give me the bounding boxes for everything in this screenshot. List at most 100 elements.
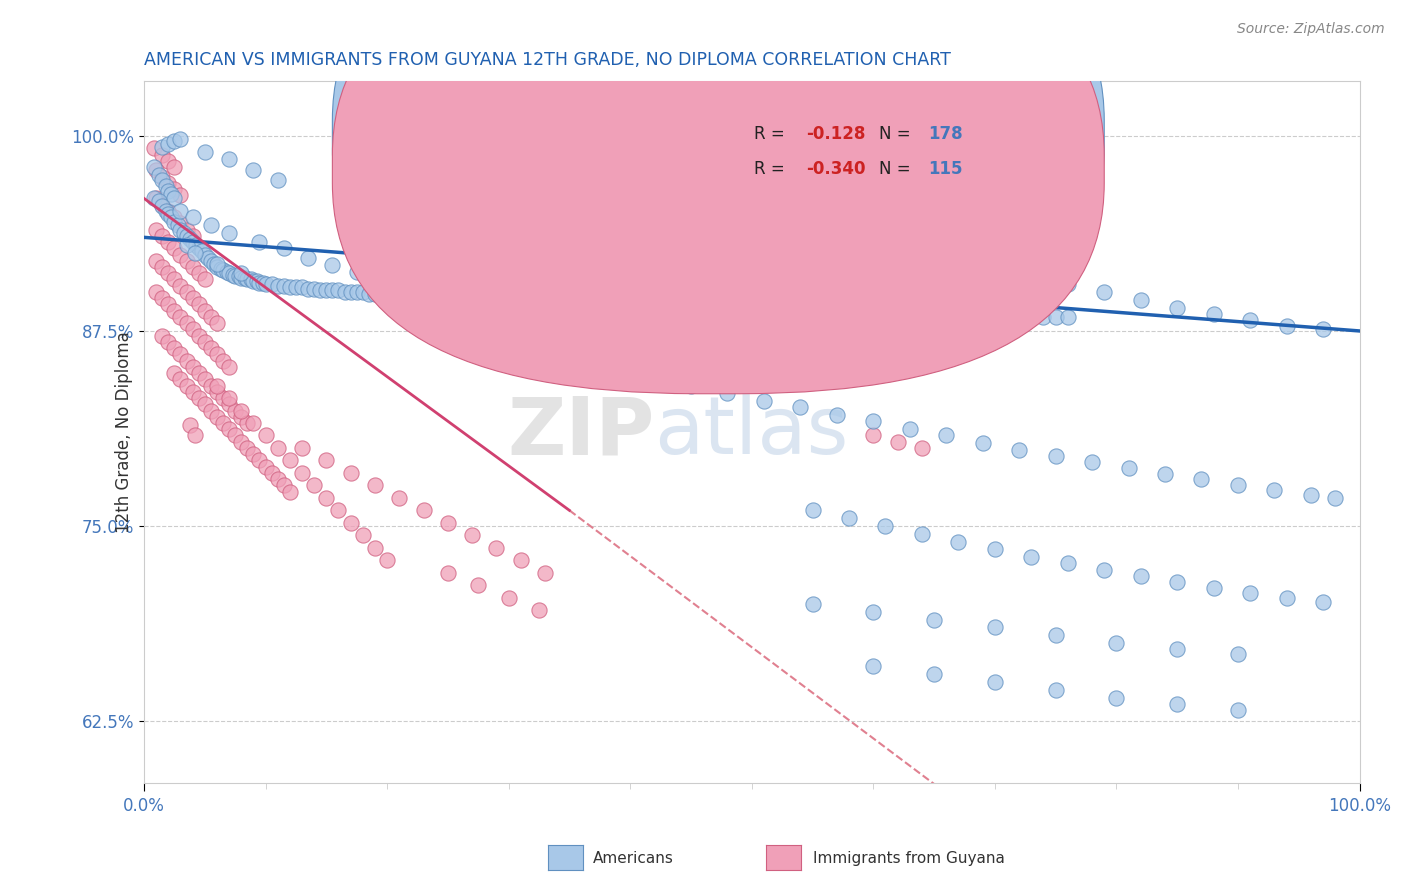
Text: Immigrants from Guyana: Immigrants from Guyana [813, 851, 1004, 865]
Point [948, 534, 970, 549]
Point [169, 222, 191, 236]
Point [176, 238, 198, 252]
Point [297, 282, 319, 296]
Point [150, 197, 173, 211]
Point [184, 428, 207, 442]
Text: ZIP: ZIP [508, 393, 654, 471]
Point [1056, 277, 1078, 292]
Point [315, 284, 337, 298]
Point [1166, 642, 1188, 657]
Point [157, 235, 180, 249]
Point [150, 328, 173, 343]
Point [228, 269, 250, 284]
Text: Americans: Americans [593, 851, 675, 865]
Point [163, 215, 186, 229]
Point [242, 447, 264, 461]
Point [169, 247, 191, 261]
Point [911, 246, 934, 260]
Point [176, 253, 198, 268]
Point [163, 341, 186, 355]
Point [224, 428, 246, 442]
Point [984, 261, 1007, 276]
Point [716, 386, 738, 401]
Point [278, 484, 301, 499]
Point [401, 288, 423, 302]
Point [302, 478, 325, 492]
Point [194, 247, 217, 261]
Point [1166, 697, 1188, 711]
Point [922, 307, 945, 321]
Point [1008, 442, 1031, 457]
Point [862, 305, 884, 319]
Point [163, 191, 186, 205]
FancyBboxPatch shape [332, 0, 1104, 359]
Point [935, 307, 957, 321]
Point [1092, 285, 1115, 299]
Point [1092, 563, 1115, 577]
Point [200, 310, 222, 324]
Point [1045, 628, 1067, 642]
Point [1275, 319, 1298, 334]
Point [437, 566, 460, 580]
Point [765, 302, 787, 317]
Point [406, 276, 429, 290]
Point [150, 140, 173, 154]
Point [534, 294, 557, 309]
Point [176, 378, 198, 392]
Point [789, 302, 811, 317]
Point [212, 353, 235, 368]
Point [297, 251, 319, 265]
Point [278, 453, 301, 467]
Point [157, 184, 180, 198]
Point [218, 153, 240, 167]
Point [1021, 310, 1043, 324]
Point [1045, 449, 1067, 463]
Point [179, 417, 201, 432]
Point [150, 172, 173, 186]
Point [194, 145, 217, 159]
Point [302, 282, 325, 296]
Point [801, 597, 824, 611]
Point [246, 274, 269, 288]
Point [752, 302, 775, 317]
Point [181, 291, 204, 305]
Point [176, 353, 198, 368]
Point [215, 265, 238, 279]
Point [875, 519, 897, 533]
Point [388, 491, 411, 505]
Point [291, 441, 314, 455]
Point [778, 302, 800, 317]
Point [437, 290, 460, 304]
Text: -0.340: -0.340 [807, 160, 866, 178]
Point [558, 294, 581, 309]
Point [412, 503, 434, 517]
Point [145, 163, 167, 178]
Point [898, 422, 921, 436]
Point [972, 436, 994, 450]
Point [163, 241, 186, 255]
Point [157, 176, 180, 190]
Text: -0.128: -0.128 [807, 125, 866, 143]
Text: 115: 115 [928, 160, 963, 178]
Point [922, 667, 945, 681]
Text: N =: N = [879, 160, 917, 178]
Point [461, 291, 484, 305]
Point [236, 416, 259, 430]
Point [328, 503, 350, 517]
Point [200, 341, 222, 355]
Point [352, 285, 374, 299]
Point [995, 309, 1018, 323]
Point [339, 285, 361, 299]
Point [1202, 582, 1225, 596]
Point [1154, 467, 1177, 482]
Point [898, 307, 921, 321]
Point [571, 296, 593, 310]
Point [150, 228, 173, 243]
Point [176, 228, 198, 243]
Point [157, 207, 180, 221]
Point [984, 620, 1007, 634]
Point [205, 409, 228, 424]
Point [150, 169, 173, 184]
Point [1045, 310, 1067, 324]
Point [150, 260, 173, 274]
